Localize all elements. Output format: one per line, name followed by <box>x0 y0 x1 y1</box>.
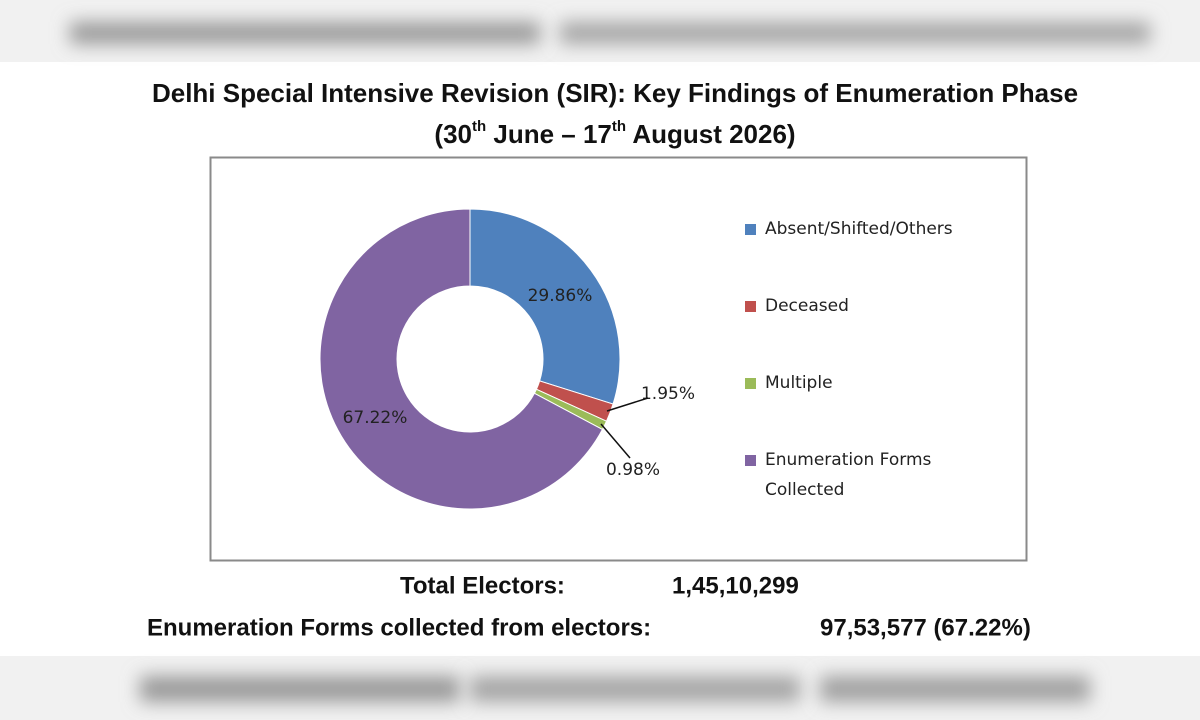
legend-item: Deceased <box>745 291 970 368</box>
subtitle-part: August 2026) <box>626 119 796 149</box>
data-label: 29.86% <box>528 286 593 306</box>
footer-value: 97,53,577 (67.22%) <box>820 614 1031 641</box>
legend-swatch <box>745 378 756 389</box>
footer-label: Enumeration Forms collected from elector… <box>147 614 651 641</box>
subtitle-part: (30 <box>434 119 472 149</box>
legend-swatch <box>745 301 756 312</box>
subtitle-part: th <box>472 118 486 135</box>
legend-swatch <box>745 455 756 466</box>
subtitle-part: th <box>612 118 626 135</box>
data-label: 1.95% <box>641 384 695 404</box>
legend-swatch <box>745 224 756 235</box>
donut: 29.86% 1.95% 0.98% 67.22% <box>319 208 695 510</box>
legend-label: Multiple <box>765 373 833 393</box>
chart-title: Delhi Special Intensive Revision (SIR): … <box>152 78 1078 108</box>
leader-line <box>606 397 649 412</box>
chart-subtitle: (30th June – 17th August 2026) <box>434 118 795 149</box>
legend: Absent/Shifted/Others Deceased Multiple Enu… <box>745 214 970 522</box>
plot-frame <box>209 156 1028 562</box>
blurred-header <box>0 0 1200 62</box>
legend-item: Multiple <box>745 368 970 445</box>
donut-slice <box>319 208 604 510</box>
legend-label: Deceased <box>765 296 849 316</box>
legend-item: Absent/Shifted/Others <box>745 214 970 291</box>
footer-label: Total Electors: <box>400 572 565 599</box>
legend-label: Enumeration Forms Collected <box>765 450 932 500</box>
blurred-footer <box>0 656 1200 720</box>
legend-label: Absent/Shifted/Others <box>765 219 953 239</box>
donut-slice <box>469 208 621 405</box>
footer-value: 1,45,10,299 <box>672 572 799 599</box>
legend-item: Enumeration Forms Collected <box>745 445 970 522</box>
footer: Total Electors: 1,45,10,299 Enumeration Fo… <box>147 572 1031 641</box>
leader-line <box>600 423 631 459</box>
data-label: 0.98% <box>606 460 660 480</box>
data-label: 67.22% <box>343 408 408 428</box>
subtitle-part: June – 17 <box>486 119 612 149</box>
